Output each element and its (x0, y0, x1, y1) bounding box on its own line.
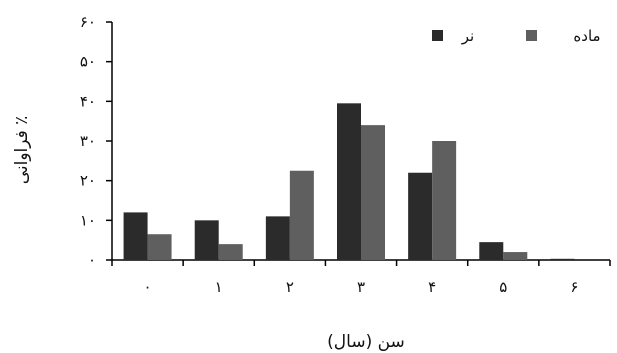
x-tick-label: ۲ (286, 278, 294, 296)
legend-swatch (432, 30, 443, 41)
bar-male (479, 242, 504, 260)
y-tick-label: ۴۰ (80, 92, 96, 110)
y-axis: ۰ ۱۰ ۲۰ ۳۰ ۴۰ ۵۰ ۶۰ (80, 13, 113, 269)
bar-male (123, 212, 148, 260)
legend-label: ماده (573, 27, 600, 45)
x-axis-title: سن (سال) (327, 332, 405, 352)
bar-female (432, 141, 457, 260)
x-tick-label: ۴ (428, 278, 436, 296)
x-axis: ۰ ۱ ۲ ۳ ۴ ۵ ۶ (111, 259, 611, 296)
bars (123, 103, 575, 260)
x-tick-label: ۶ (570, 278, 578, 296)
y-tick-label: ۱۰ (80, 211, 96, 229)
bar-female (503, 252, 528, 260)
y-tick-label: ۳۰ (80, 132, 96, 150)
y-tick-label: ۲۰ (80, 172, 96, 190)
x-tick-label: ۱ (215, 278, 223, 296)
bar-male (337, 103, 361, 260)
bar-male (550, 258, 575, 260)
y-tick-label: ۵۰ (80, 53, 96, 71)
bar-male (194, 220, 219, 260)
bar-female (147, 234, 172, 260)
bar-female (218, 244, 243, 260)
y-tick-label: ۶۰ (80, 13, 96, 31)
x-tick-label: ۰ (144, 278, 152, 296)
bar-female (361, 125, 385, 260)
legend: نر ماده (432, 27, 601, 45)
y-tick-label: ۰ (88, 251, 96, 269)
x-tick-label: ۵ (499, 278, 507, 296)
bar-male (265, 216, 290, 260)
y-axis-title: ٪ فراوانی (12, 116, 32, 185)
legend-label: نر (461, 27, 474, 45)
x-tick-label: ۳ (357, 278, 365, 296)
legend-swatch (526, 30, 537, 41)
bar-female (289, 170, 314, 260)
bar-male (408, 172, 433, 260)
